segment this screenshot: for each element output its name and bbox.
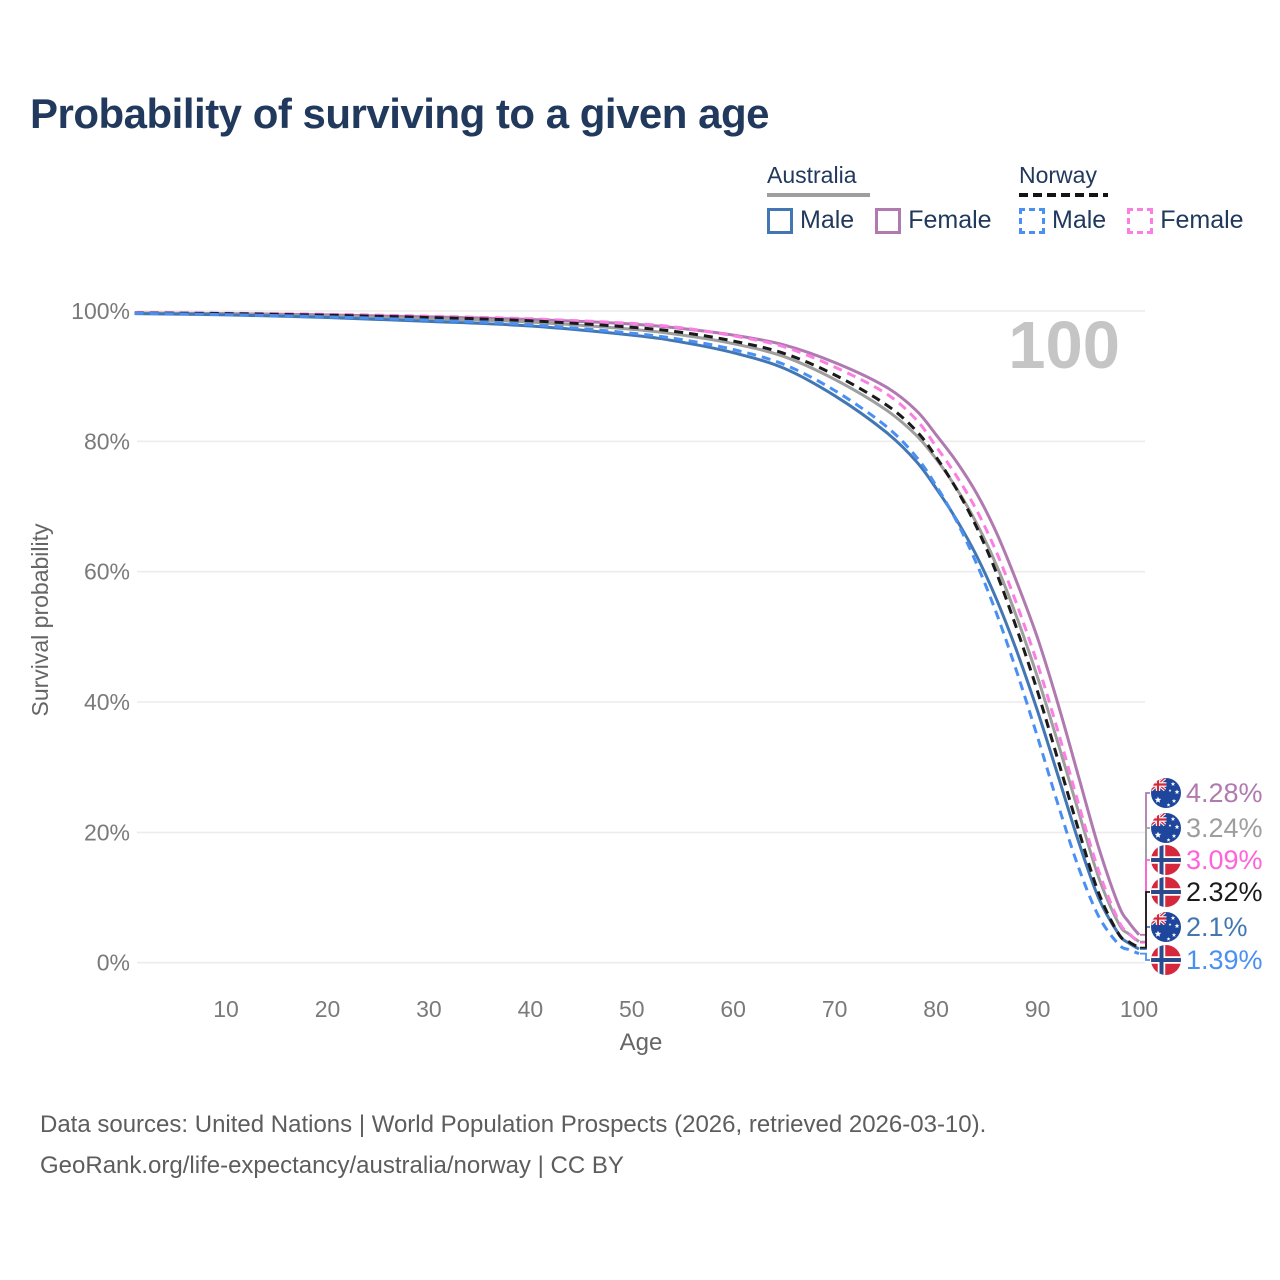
series-line-australia-male[interactable] bbox=[134, 312, 1140, 951]
y-tick-label: 100% bbox=[71, 298, 130, 324]
norway-flag-icon bbox=[1151, 845, 1181, 875]
end-label-value: 2.1% bbox=[1186, 912, 1248, 942]
legend-label-australia-female: Female bbox=[908, 206, 992, 234]
end-label-value: 1.39% bbox=[1186, 945, 1263, 975]
x-tick-label: 70 bbox=[822, 996, 848, 1022]
end-label-value: 3.09% bbox=[1186, 845, 1263, 875]
series-line-australia-female[interactable] bbox=[134, 311, 1141, 936]
footer: Data sources: United Nations | World Pop… bbox=[40, 1104, 986, 1186]
legend-group-australia: Australia Male Female bbox=[767, 162, 992, 235]
x-tick-label: 60 bbox=[720, 996, 746, 1022]
norway-flag-icon bbox=[1151, 877, 1181, 907]
norway-female-swatch-icon bbox=[1127, 207, 1154, 234]
footer-attribution: GeoRank.org/life-expectancy/australia/no… bbox=[40, 1152, 624, 1179]
end-label-connector bbox=[1140, 952, 1150, 961]
series-line-australia-both-sexes[interactable] bbox=[134, 311, 1140, 943]
end-label-connector bbox=[1140, 859, 1150, 944]
age-watermark: 100 bbox=[1008, 308, 1120, 383]
x-tick-label: 40 bbox=[518, 996, 544, 1022]
legend-item-norway-male[interactable]: Male bbox=[1019, 206, 1106, 235]
australia-flag-icon bbox=[1151, 912, 1181, 942]
legend-label-australia-male: Male bbox=[800, 206, 855, 234]
y-tick-label: 80% bbox=[84, 428, 130, 454]
legend-country-norway: Norway bbox=[1019, 162, 1097, 188]
australia-female-swatch-icon bbox=[875, 207, 902, 234]
x-axis-title: Age bbox=[620, 1029, 663, 1056]
footer-data-sources: Data sources: United Nations | World Pop… bbox=[40, 1111, 987, 1138]
australia-flag-icon bbox=[1151, 778, 1181, 808]
legend-label-norway-male: Male bbox=[1052, 206, 1107, 234]
end-label-value: 3.24% bbox=[1186, 813, 1263, 843]
legend-underline-australia bbox=[767, 193, 870, 197]
legend-label-norway-female: Female bbox=[1160, 206, 1244, 234]
series-line-norway-both-sexes[interactable] bbox=[134, 311, 1140, 949]
end-label-connector bbox=[1140, 891, 1150, 949]
legend-item-australia-female[interactable]: Female bbox=[875, 206, 992, 235]
series-line-norway-male[interactable] bbox=[134, 311, 1140, 956]
norway-male-swatch-icon bbox=[1019, 207, 1045, 234]
y-tick-label: 40% bbox=[84, 689, 130, 715]
x-tick-label: 50 bbox=[619, 996, 645, 1022]
y-tick-label: 0% bbox=[97, 950, 130, 976]
legend-country-australia: Australia bbox=[767, 162, 857, 188]
page-title: Probability of surviving to a given age bbox=[30, 90, 769, 137]
australia-flag-icon bbox=[1151, 813, 1181, 843]
x-tick-label: 30 bbox=[416, 996, 442, 1022]
legend-item-australia-male[interactable]: Male bbox=[767, 206, 854, 235]
end-label-value: 2.32% bbox=[1186, 877, 1263, 907]
end-label-value: 4.28% bbox=[1186, 778, 1263, 808]
y-axis-title: Survival probability bbox=[27, 523, 53, 717]
x-tick-label: 10 bbox=[213, 996, 239, 1022]
x-tick-label: 80 bbox=[923, 996, 949, 1022]
end-label-connector bbox=[1140, 926, 1150, 950]
australia-male-swatch-icon bbox=[767, 207, 793, 234]
x-tick-label: 100 bbox=[1120, 996, 1158, 1022]
legend-group-norway: Norway Male Female bbox=[1019, 162, 1244, 235]
x-tick-label: 20 bbox=[315, 996, 341, 1022]
end-label-connector bbox=[1140, 792, 1150, 936]
legend-underline-norway bbox=[1019, 193, 1108, 197]
norway-flag-icon bbox=[1151, 945, 1181, 975]
end-label-connector bbox=[1140, 827, 1150, 943]
x-tick-label: 90 bbox=[1025, 996, 1051, 1022]
series-line-norway-female[interactable] bbox=[134, 311, 1141, 944]
y-tick-label: 60% bbox=[84, 559, 130, 585]
y-tick-label: 20% bbox=[84, 819, 130, 845]
legend-item-norway-female[interactable]: Female bbox=[1127, 206, 1244, 235]
